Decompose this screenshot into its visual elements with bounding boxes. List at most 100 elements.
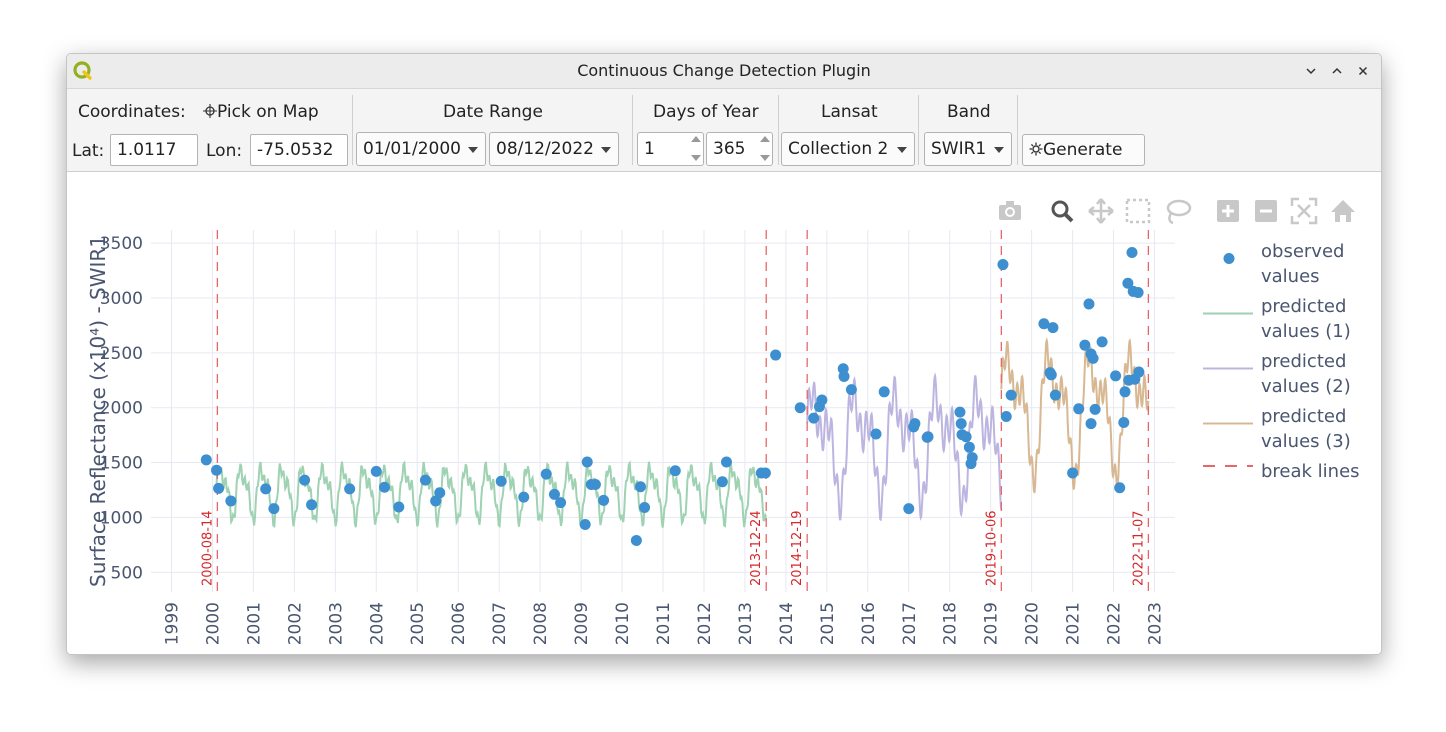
observed-point[interactable]	[1038, 318, 1050, 330]
observed-point[interactable]	[1089, 403, 1101, 415]
observed-point[interactable]	[589, 478, 601, 490]
observed-point[interactable]	[639, 502, 651, 514]
band-select[interactable]: SWIR1	[924, 132, 1012, 166]
observed-point[interactable]	[955, 418, 967, 430]
observed-point[interactable]	[759, 467, 771, 479]
observed-point[interactable]	[225, 495, 237, 507]
lasso-select-icon[interactable]	[1166, 199, 1192, 225]
zoom-icon[interactable]	[1051, 200, 1074, 223]
observed-point[interactable]	[954, 406, 966, 418]
observed-point[interactable]	[903, 503, 915, 515]
legend-entry[interactable]: break lines	[1261, 461, 1360, 482]
observed-point[interactable]	[1067, 467, 1079, 479]
end-date-picker[interactable]: 08/12/2022	[489, 132, 619, 166]
observed-point[interactable]	[518, 491, 530, 503]
observed-point[interactable]	[630, 534, 642, 546]
observed-point[interactable]	[1096, 336, 1108, 348]
observed-point[interactable]	[299, 474, 311, 486]
close-button[interactable]	[1352, 60, 1374, 82]
observed-point[interactable]	[211, 464, 223, 476]
observed-point[interactable]	[838, 370, 850, 382]
observed-point[interactable]	[1118, 417, 1130, 429]
observed-point[interactable]	[794, 402, 806, 414]
observed-point[interactable]	[845, 384, 857, 396]
observed-point[interactable]	[213, 482, 225, 494]
observed-point[interactable]	[1119, 386, 1131, 398]
observed-point[interactable]	[816, 394, 828, 406]
time-series-chart[interactable]: 500 1000 1500 2000 2500 3000 3500 1999 2000 2001 2…	[67, 172, 1381, 654]
minimize-button[interactable]	[1300, 60, 1322, 82]
observed-point[interactable]	[579, 519, 591, 531]
pan-icon[interactable]	[1088, 198, 1114, 224]
observed-point[interactable]	[260, 483, 272, 495]
observed-point[interactable]	[1047, 322, 1059, 334]
observed-point[interactable]	[1005, 389, 1017, 401]
observed-point[interactable]	[716, 476, 728, 488]
observed-point[interactable]	[378, 481, 390, 493]
observed-point[interactable]	[870, 428, 882, 440]
zoom-in-icon[interactable]	[1217, 200, 1239, 222]
lat-input[interactable]: 1.0117	[110, 134, 198, 166]
observed-point[interactable]	[669, 465, 681, 477]
observed-point[interactable]	[1110, 370, 1122, 382]
observed-point[interactable]	[1079, 339, 1091, 351]
camera-icon[interactable]	[999, 201, 1021, 220]
observed-point[interactable]	[268, 503, 280, 515]
start-date-picker[interactable]: 01/01/2000	[356, 132, 486, 166]
observed-point[interactable]	[1114, 482, 1126, 494]
observed-point[interactable]	[344, 483, 356, 495]
observed-point[interactable]	[370, 465, 382, 477]
observed-point[interactable]	[997, 259, 1009, 271]
observed-point[interactable]	[720, 456, 732, 468]
observed-point[interactable]	[1073, 403, 1085, 415]
observed-point[interactable]	[200, 454, 212, 466]
landsat-collection-select[interactable]: Collection 2	[781, 132, 915, 166]
legend-entry[interactable]: observed values	[1261, 241, 1344, 287]
observed-point[interactable]	[548, 488, 560, 500]
maximize-button[interactable]	[1326, 60, 1348, 82]
observed-point[interactable]	[1122, 277, 1134, 289]
observed-point[interactable]	[1087, 352, 1099, 364]
observed-point[interactable]	[555, 497, 567, 509]
legend-entry[interactable]: predicted values (1)	[1261, 296, 1351, 342]
observed-point[interactable]	[922, 431, 934, 443]
observed-point[interactable]	[1085, 418, 1097, 430]
spin-up-icon[interactable]	[760, 136, 770, 142]
observed-point[interactable]	[634, 481, 646, 493]
observed-point[interactable]	[1045, 369, 1057, 381]
observed-point[interactable]	[1000, 410, 1012, 422]
spin-down-icon[interactable]	[691, 155, 701, 161]
observed-point[interactable]	[1083, 298, 1095, 310]
observed-point[interactable]	[495, 475, 507, 487]
observed-point[interactable]	[965, 458, 977, 470]
observed-point[interactable]	[909, 418, 921, 430]
observed-point[interactable]	[1133, 366, 1145, 378]
observed-point[interactable]	[1132, 287, 1144, 299]
observed-point[interactable]	[419, 474, 431, 486]
observed-point[interactable]	[963, 441, 975, 453]
observed-point[interactable]	[878, 386, 890, 398]
observed-point[interactable]	[770, 349, 782, 361]
doy-start-spinbox[interactable]: 1	[637, 132, 704, 166]
observed-point[interactable]	[1126, 246, 1138, 258]
observed-point[interactable]	[430, 495, 442, 507]
observed-point[interactable]	[393, 501, 405, 513]
observed-point[interactable]	[960, 431, 972, 443]
lon-input[interactable]: -75.0532	[250, 134, 348, 166]
observed-point[interactable]	[581, 456, 593, 468]
legend-entry[interactable]: predicted values (2)	[1261, 351, 1351, 397]
doy-end-spinbox[interactable]: 365	[706, 132, 773, 166]
observed-point[interactable]	[306, 499, 318, 511]
observed-point[interactable]	[540, 468, 552, 480]
box-select-icon[interactable]	[1125, 198, 1151, 224]
observed-point[interactable]	[434, 487, 446, 499]
legend-entry[interactable]: predicted values (3)	[1261, 406, 1351, 452]
spin-up-icon[interactable]	[691, 136, 701, 142]
observed-point[interactable]	[598, 494, 610, 506]
autoscale-icon[interactable]	[1290, 197, 1318, 225]
observed-point[interactable]	[1049, 389, 1061, 401]
observed-point[interactable]	[808, 412, 820, 424]
zoom-out-icon[interactable]	[1255, 200, 1277, 222]
generate-button[interactable]: Generate	[1022, 134, 1145, 166]
reset-axes-icon[interactable]	[1331, 200, 1355, 222]
